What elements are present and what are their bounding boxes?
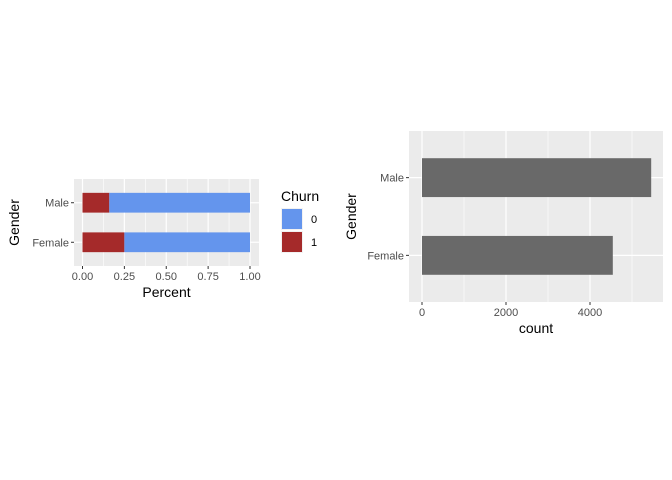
chart1-y-axis-title: Gender: [6, 199, 22, 246]
chart1-y-ticks: Female Male: [32, 198, 74, 249]
bar-female-churn-0: [124, 232, 250, 253]
x-tick-label: 0.00: [72, 271, 93, 283]
chart1-bars: [82, 192, 250, 253]
chart2-x-axis-title: count: [519, 320, 553, 336]
bar-female-churn-1: [82, 232, 125, 253]
y-tick-label: Male: [45, 198, 69, 210]
x-tick-label: 1.00: [239, 271, 260, 283]
x-tick-label: 0.50: [156, 271, 177, 283]
chart2-y-ticks: Female Male: [367, 173, 409, 262]
bar-male-churn-1: [82, 192, 110, 213]
legend-label: 0: [311, 214, 317, 226]
bar-female: [422, 235, 613, 275]
legend-label: 1: [311, 237, 317, 249]
chart2-bars: [422, 158, 652, 275]
x-tick-label: 2000: [494, 307, 518, 319]
bar-male: [422, 158, 652, 198]
chart1-x-ticks: 0.00 0.25 0.50 0.75 1.00: [72, 266, 261, 283]
chart1-legend: Churn 0 1: [281, 188, 319, 253]
y-tick-label: Female: [32, 237, 69, 249]
chart2-y-axis-title: Gender: [343, 193, 359, 240]
x-tick-label: 0: [419, 307, 425, 319]
x-tick-label: 4000: [578, 307, 602, 319]
legend-swatch: [282, 209, 302, 229]
chart1-x-axis-title: Percent: [142, 284, 190, 300]
x-tick-label: 0.75: [197, 271, 218, 283]
bar-male-churn-0: [109, 192, 250, 213]
y-tick-label: Male: [380, 173, 404, 185]
legend-title: Churn: [281, 188, 319, 204]
legend-swatch: [282, 232, 302, 252]
gender-count-chart: Female Male 0 2000 4000 count Gender: [343, 131, 663, 336]
chart2-panel: [409, 131, 663, 302]
y-tick-label: Female: [367, 250, 404, 262]
chart2-x-ticks: 0 2000 4000: [419, 302, 602, 319]
x-tick-label: 0.25: [114, 271, 135, 283]
